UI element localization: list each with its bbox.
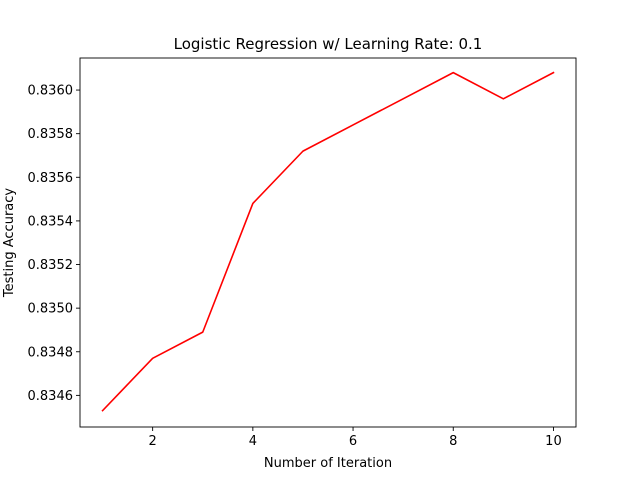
axes-frame	[79, 57, 577, 428]
x-tick-label: 8	[449, 434, 457, 449]
x-tick-label: 2	[149, 434, 157, 449]
y-tick-label: 0.8352	[28, 258, 74, 273]
y-tick-label: 0.8348	[28, 345, 74, 360]
y-tick-label: 0.8354	[28, 214, 74, 229]
y-tick-label: 0.8346	[28, 389, 74, 404]
chart-title: Logistic Regression w/ Learning Rate: 0.…	[174, 35, 483, 53]
y-tick-label: 0.8350	[28, 302, 74, 317]
series-line	[101, 71, 555, 412]
y-axis-label: Testing Accuracy	[2, 188, 17, 298]
y-tick-label: 0.8356	[28, 171, 74, 186]
plot-area: 2 4 6 8 10 0.8346 0.8348 0.8350 0.8352 0.8354 0.83…	[28, 57, 577, 449]
x-tick-label: 4	[249, 434, 257, 449]
x-axis-label: Number of Iteration	[264, 456, 392, 471]
y-tick-label: 0.8360	[28, 84, 74, 99]
x-tick-label: 10	[545, 434, 562, 449]
x-tick-label: 6	[349, 434, 357, 449]
y-tick-label: 0.8358	[28, 127, 74, 142]
